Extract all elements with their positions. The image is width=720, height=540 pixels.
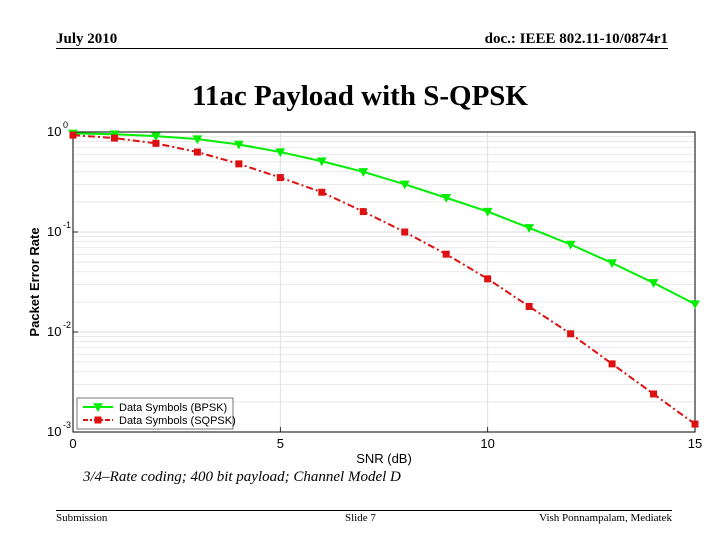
- grid: [72, 132, 696, 433]
- footer-submission: Submission: [56, 512, 108, 524]
- series-sqpsk: [69, 131, 699, 428]
- x-tick-label: 0: [69, 436, 76, 451]
- legend-entry: Data Symbols (BPSK): [83, 402, 227, 414]
- data-point: [567, 330, 575, 338]
- footer-author: Vish Ponnampalam, Mediatek: [539, 512, 672, 524]
- legend-box: [76, 397, 234, 430]
- slide-title: 11ac Payload with S-QPSK: [192, 80, 528, 112]
- series-bpsk: [68, 129, 700, 310]
- y-tick-base: 10: [47, 324, 61, 339]
- data-point: [442, 250, 450, 258]
- y-tick-base: 10: [47, 224, 61, 239]
- y-tick-base: 10: [47, 424, 61, 439]
- y-tick-label: 10 0: [47, 120, 68, 139]
- legend-entries: Data Symbols (BPSK)Data Symbols (SQPSK): [83, 402, 236, 427]
- data-point: [401, 228, 409, 236]
- x-axis-label: SNR (dB): [356, 451, 412, 466]
- y-axis-label: Packet Error Rate: [27, 227, 42, 336]
- series-line: [72, 132, 696, 306]
- y-tick-exponent: 0: [63, 120, 68, 130]
- data-point: [192, 135, 203, 145]
- y-tick-label: 10 -1: [47, 220, 71, 239]
- data-point: [235, 160, 243, 168]
- y-tick-exponent: -2: [63, 320, 71, 330]
- data-point: [525, 302, 533, 310]
- footer-slide-number: Slide 7: [345, 512, 376, 524]
- x-tick-label: 5: [277, 436, 284, 451]
- data-point: [152, 139, 160, 147]
- data-point: [193, 148, 201, 156]
- legend-label: Data Symbols (SQPSK): [119, 415, 236, 427]
- data-point: [151, 132, 161, 142]
- data-point: [691, 420, 699, 428]
- footer-rule: [56, 510, 672, 511]
- y-tick-exponent: -3: [63, 420, 71, 430]
- header-date: July 2010: [56, 31, 118, 47]
- chart-caption: 3/4–Rate coding; 400 bit payload; Channe…: [83, 469, 401, 485]
- data-point: [69, 131, 77, 139]
- x-tick-label: 10: [480, 436, 494, 451]
- series-line: [72, 134, 696, 425]
- data-point: [648, 279, 659, 288]
- data-point: [110, 134, 118, 142]
- data-point: [608, 360, 616, 368]
- data-point: [316, 157, 327, 167]
- data-point: [318, 188, 326, 196]
- data-point: [524, 224, 534, 233]
- data-point: [484, 275, 492, 283]
- y-tick-label: 10 -3: [47, 420, 71, 439]
- legend-marker: [93, 403, 103, 413]
- legend-entry: Data Symbols (SQPSK): [83, 415, 236, 427]
- header-doc-id: doc.: IEEE 802.11-10/0874r1: [484, 31, 668, 47]
- data-point: [399, 180, 410, 190]
- plot-frame: [72, 131, 696, 433]
- data-point: [234, 140, 244, 150]
- y-tick-label: 10 -2: [47, 320, 71, 339]
- data-point: [565, 240, 576, 250]
- legend: Data Symbols (BPSK)Data Symbols (SQPSK): [76, 397, 236, 430]
- x-tick-label: 15: [688, 436, 702, 451]
- data-point: [358, 168, 369, 177]
- data-point: [276, 174, 284, 182]
- data-point: [690, 300, 700, 310]
- y-tick-base: 10: [47, 124, 61, 139]
- data-point: [275, 148, 286, 158]
- data-point: [359, 208, 367, 216]
- y-tick-exponent: -1: [63, 220, 71, 230]
- data-point: [482, 207, 493, 217]
- series: [68, 129, 700, 428]
- legend-label: Data Symbols (BPSK): [119, 402, 227, 414]
- data-point: [441, 194, 452, 203]
- data-point: [607, 259, 617, 269]
- legend-marker: [94, 416, 102, 424]
- header-rule: [56, 48, 668, 49]
- data-point: [650, 390, 658, 398]
